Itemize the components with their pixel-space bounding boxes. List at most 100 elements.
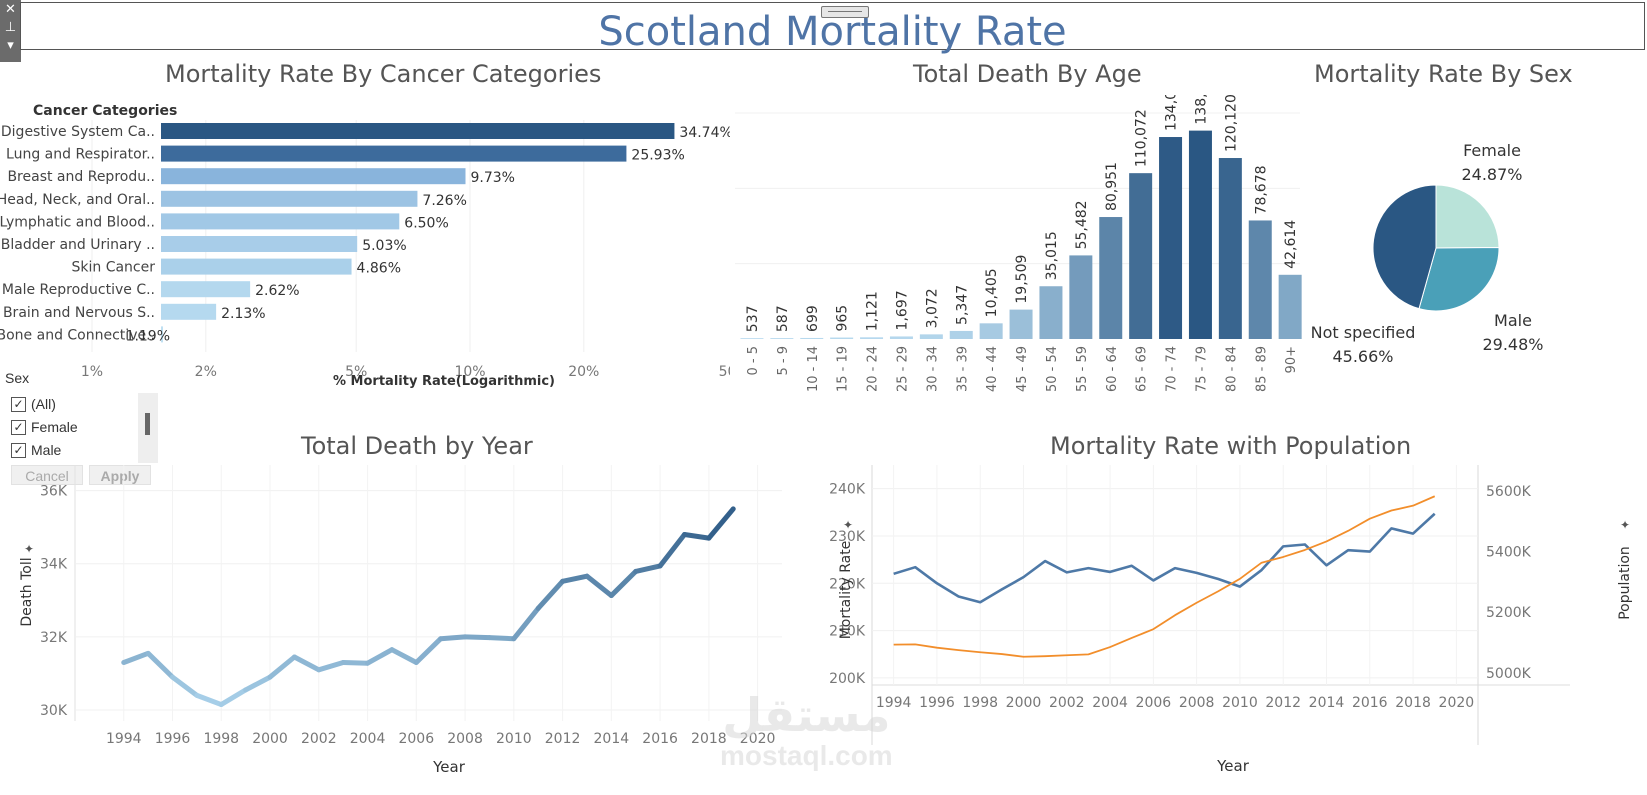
year-x-tick: 2004	[350, 731, 386, 747]
age-category-label: 60 - 64	[1105, 346, 1120, 392]
age-bar-value-label: 699	[805, 305, 821, 332]
pie-label-male-value: 29.48%	[1482, 335, 1543, 354]
year-x-tick: 2020	[740, 731, 776, 747]
year-y-tick: 34K	[40, 557, 68, 573]
year-x-tick: 2012	[545, 731, 581, 747]
year-line-segment	[243, 674, 273, 693]
age-category-label: 25 - 29	[895, 346, 910, 392]
cancer-category-label: Head, Neck, and Oral..	[0, 192, 155, 208]
age-category-label: 15 - 19	[836, 346, 851, 392]
year-line-segment	[584, 573, 614, 599]
cancer-bar	[161, 168, 466, 185]
population-y-tick: 240K	[830, 482, 866, 498]
year-line-segment	[170, 674, 200, 698]
filter-cancel-button[interactable]: Cancel	[11, 465, 83, 485]
age-category-label: 75 - 79	[1194, 346, 1209, 392]
age-category-label: 40 - 44	[985, 346, 1000, 392]
population-x-tick: 1996	[919, 695, 955, 711]
age-category-label: 80 - 84	[1224, 346, 1239, 392]
population-y-tick: 230K	[830, 529, 866, 545]
worksheet-toolbar: ✕ ⊥ ▾	[0, 0, 21, 62]
age-bar	[889, 336, 913, 339]
filter-option-all[interactable]: ✓ (All)	[11, 396, 56, 412]
age-bar-value-label: 537	[745, 305, 761, 332]
year-x-tick: 2014	[594, 731, 630, 747]
filter-option-label: Male	[31, 442, 62, 458]
year-x-axis-label: Year	[432, 758, 466, 776]
age-bar	[860, 337, 884, 339]
year-y-axis-label: Death Toll	[19, 557, 35, 626]
year-line-segment	[706, 506, 736, 541]
age-bar	[1159, 137, 1183, 339]
age-bar-value-label: 1,697	[894, 290, 910, 330]
age-bar	[1099, 217, 1123, 339]
population-x-tick: 2010	[1222, 695, 1258, 711]
population-line-chart: 200K 210K 220K 230K 240K 5000K 5200K 5400K 5600K…	[830, 465, 1633, 775]
age-bar-value-label: 5,347	[954, 285, 970, 325]
year-x-tick: 2000	[252, 731, 288, 747]
cancer-x-tick: 2%	[195, 364, 217, 380]
population-x-tick: 1994	[876, 695, 912, 711]
population-y2-axis-label: Population	[1617, 546, 1633, 620]
cancer-bar	[161, 145, 627, 162]
filter-option-female[interactable]: ✓ Female	[11, 419, 78, 435]
year-line-segment	[291, 654, 322, 673]
year-line-segment	[535, 578, 566, 611]
age-category-label: 35 - 39	[955, 346, 970, 392]
population-x-axis-label: Year	[1216, 757, 1250, 775]
age-bar-value-label: 19,509	[1014, 255, 1030, 304]
age-bar-value-label: 1,121	[865, 291, 881, 331]
population-y-tick: 220K	[830, 576, 866, 592]
cancer-bar-value-label: 34.74%	[679, 125, 730, 141]
cancer-chart-title: Mortality Rate By Cancer Categories	[165, 60, 602, 88]
year-line-segment	[608, 568, 639, 599]
year-y-tick: 30K	[40, 703, 68, 719]
checkbox-checked-icon[interactable]: ✓	[11, 442, 26, 458]
year-x-tick: 2010	[496, 731, 532, 747]
filter-scrollbar[interactable]	[138, 393, 158, 463]
cancer-bar	[161, 213, 400, 230]
cancer-category-label: Male Reproductive C..	[2, 282, 155, 298]
filter-apply-button[interactable]: Apply	[89, 465, 151, 485]
year-y-tick: 32K	[40, 630, 68, 646]
age-bar	[740, 338, 764, 339]
cancer-bar-value-label: 1.19%	[126, 328, 170, 344]
pie-label-male-name: Male	[1494, 311, 1532, 330]
drag-handle-icon[interactable]	[821, 6, 869, 18]
year-x-tick: 1994	[106, 731, 142, 747]
population-x-tick: 2004	[1092, 695, 1128, 711]
chevron-down-icon[interactable]: ▾	[7, 37, 14, 52]
age-bar-value-label: 3,072	[924, 288, 940, 328]
population-x-tick: 2014	[1309, 695, 1345, 711]
filter-option-male[interactable]: ✓ Male	[11, 442, 61, 458]
pie-label-female-value: 24.87%	[1461, 165, 1522, 184]
cancer-category-label: Digestive System Ca..	[1, 124, 155, 140]
pie-label-not-specified-value: 45.66%	[1332, 347, 1393, 366]
age-category-label: 5 - 9	[776, 346, 791, 376]
cancer-bar-chart: Cancer Categories Digestive System Ca.. 3…	[0, 103, 730, 389]
age-bar	[1039, 286, 1063, 339]
year-x-tick: 2008	[447, 731, 483, 747]
age-category-label: 20 - 24	[866, 346, 881, 392]
age-category-label: 0 - 5	[746, 346, 761, 376]
age-bar	[949, 330, 973, 339]
sex-filter-title: Sex	[5, 370, 30, 386]
cancer-category-label: Skin Cancer	[71, 260, 155, 276]
pin-icon[interactable]: ⊥	[4, 19, 17, 34]
checkbox-checked-icon[interactable]: ✓	[11, 396, 26, 412]
population-y2-tick: 5000K	[1486, 666, 1532, 682]
cancer-bar	[161, 123, 675, 139]
age-bar	[1069, 255, 1093, 339]
close-icon[interactable]: ✕	[5, 1, 16, 16]
year-line-segment	[462, 634, 492, 641]
sex-pie-chart: Female 24.87% Male 29.48% Not specified …	[1311, 141, 1544, 366]
age-bar-value-label: 965	[835, 305, 851, 332]
age-bar	[1248, 220, 1272, 339]
year-line-segment	[316, 659, 346, 673]
population-y-tick: 200K	[830, 671, 866, 687]
age-bar-value-label: 10,405	[984, 268, 1000, 317]
cancer-column-header: Cancer Categories	[33, 103, 177, 119]
age-bar	[1218, 158, 1242, 339]
year-x-tick: 1996	[155, 731, 191, 747]
checkbox-checked-icon[interactable]: ✓	[11, 419, 26, 435]
